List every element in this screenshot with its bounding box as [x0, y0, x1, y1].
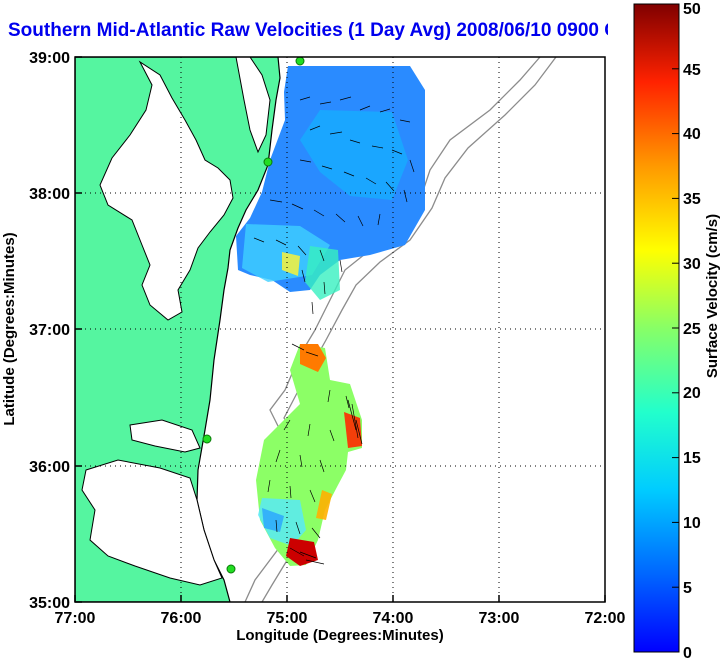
- y-tick-label: 36:00: [29, 459, 70, 476]
- colorbar-gradient: [633, 3, 680, 653]
- velocity-field-south: [256, 344, 362, 566]
- x-tick-label: 73:00: [479, 610, 520, 627]
- x-tick-label: 77:00: [55, 610, 96, 627]
- radar-station-marker[interactable]: [295, 56, 305, 66]
- chesapeake-bay: [99, 60, 234, 321]
- colorbar-label: Surface Velocity (cm/s): [704, 214, 721, 378]
- radar-station-marker[interactable]: [202, 434, 212, 444]
- albemarle-sound: [129, 419, 201, 453]
- colorbar-tick-label: 0: [683, 645, 692, 659]
- y-tick-label: 35:00: [29, 595, 70, 612]
- y-tick-label: 38:00: [29, 186, 70, 203]
- x-axis-label: Longitude (Degrees:Minutes): [236, 627, 444, 644]
- radar-station-marker[interactable]: [226, 564, 236, 574]
- colorbar-tick-label: 10: [683, 515, 701, 532]
- map-title: Southern Mid-Atlantic Raw Velocities (1 …: [8, 20, 608, 41]
- colorbar-tick-label: 40: [683, 126, 701, 143]
- colorbar-tick-label: 35: [683, 191, 701, 208]
- velocity-vectors: [253, 96, 415, 565]
- colorbar-tick-label: 25: [683, 321, 701, 338]
- pamlico-sound: [81, 459, 223, 586]
- x-tick-label: 74:00: [373, 610, 414, 627]
- colorbar-tick-label: 30: [683, 256, 701, 273]
- x-tick-label: 72:00: [585, 610, 626, 627]
- x-tick-label: 76:00: [161, 610, 202, 627]
- colorbar-tick-label: 45: [683, 62, 701, 79]
- map-grid: [75, 57, 605, 602]
- x-tick-label: 75:00: [267, 610, 308, 627]
- colorbar-tick-label: 5: [683, 580, 692, 597]
- radar-station-marker[interactable]: [263, 157, 273, 167]
- colorbar: 0 5 10 15 20 25 30 35 40 45 50 Surface V…: [633, 1, 721, 659]
- velocity-field-north: [236, 66, 425, 300]
- colorbar-tick-label: 15: [683, 450, 701, 467]
- y-tick-label: 39:00: [29, 50, 70, 67]
- colorbar-tick-label: 20: [683, 385, 701, 402]
- radar-stations: [202, 56, 305, 574]
- delaware-bay: [235, 57, 271, 154]
- y-axis-label: Latitude (Degrees:Minutes): [1, 232, 18, 425]
- y-tick-label: 37:00: [29, 322, 70, 339]
- colorbar-tick-label: 50: [683, 1, 701, 18]
